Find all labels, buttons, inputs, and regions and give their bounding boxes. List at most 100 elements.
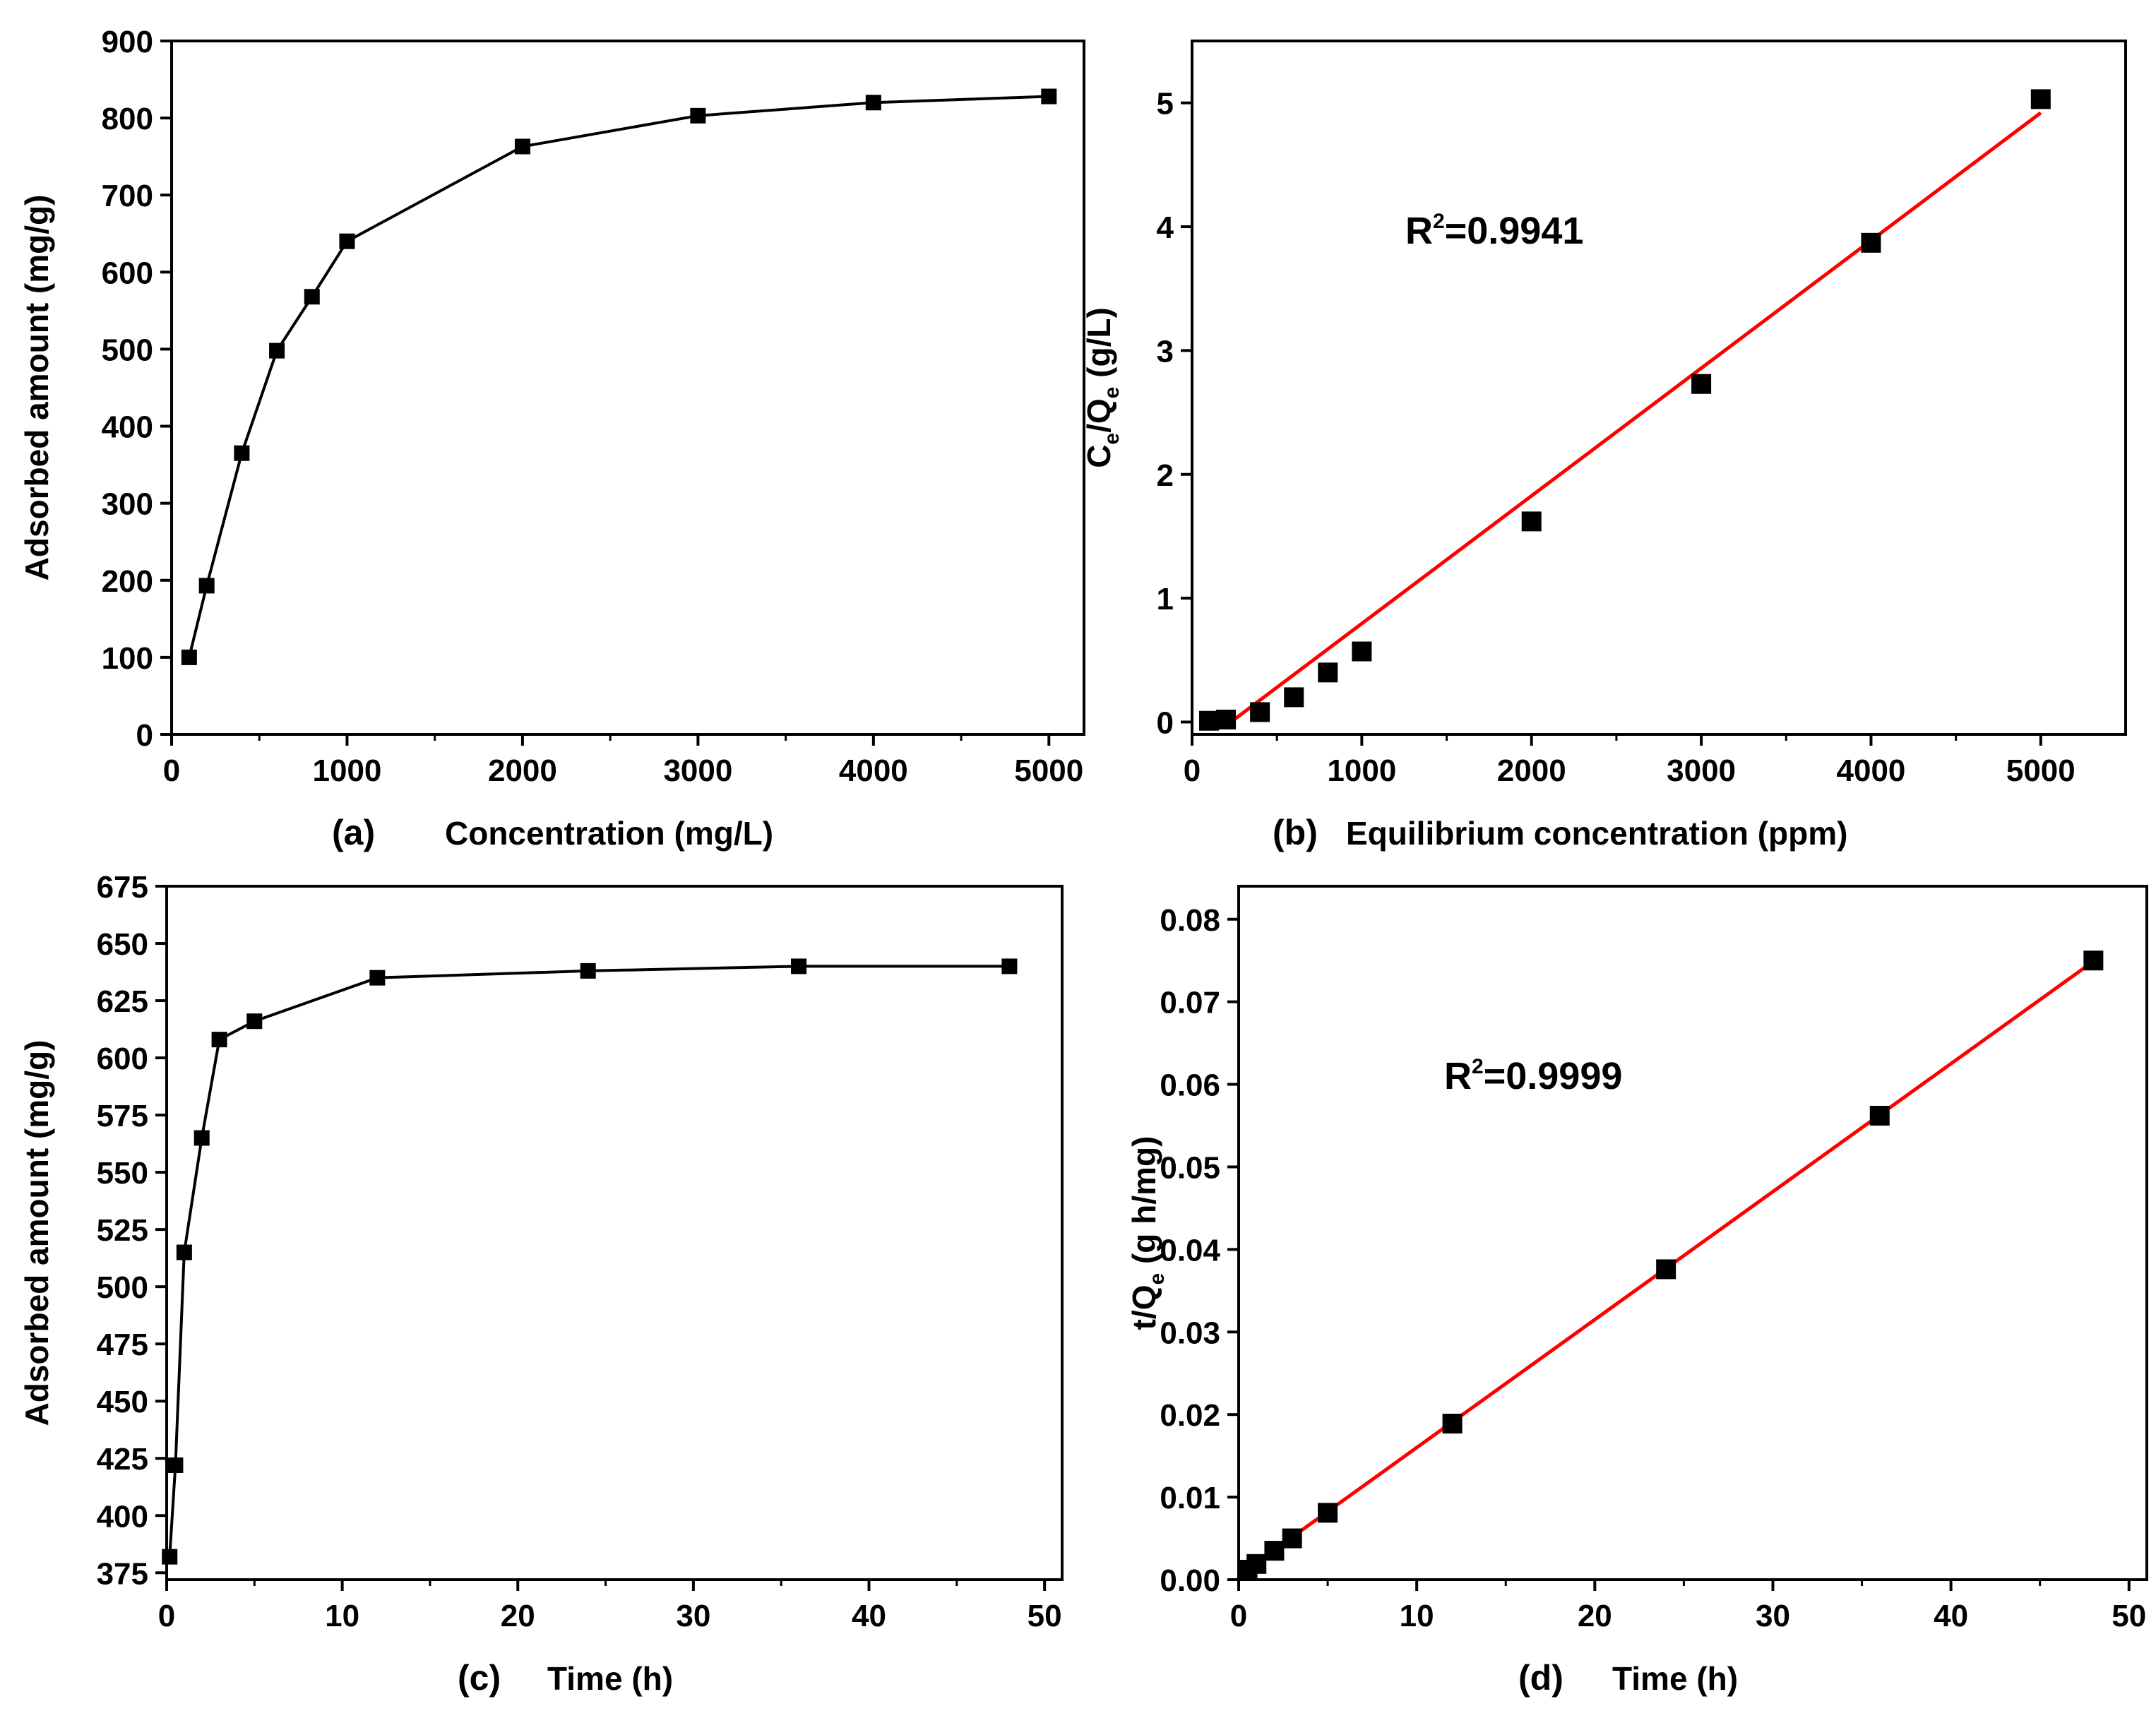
r-squared-annotation: R2=0.9941 [1405, 210, 1583, 252]
x-axis-label: Concentration (mg/L) [445, 815, 773, 852]
data-point [1352, 641, 1372, 662]
data-point [193, 1130, 210, 1146]
y-tick-label: 650 [97, 927, 148, 962]
y-tick-label: 0 [1157, 705, 1174, 740]
x-tick-label: 10 [1400, 1599, 1434, 1633]
data-point [580, 962, 596, 979]
y-tick-label: 400 [102, 410, 153, 445]
data-point [1656, 1259, 1676, 1280]
x-tick-label: 20 [1578, 1599, 1612, 1633]
y-tick-label: 0.02 [1160, 1398, 1220, 1433]
data-point [1318, 1503, 1338, 1523]
data-point [1216, 709, 1237, 729]
y-tick-label: 0.00 [1160, 1563, 1220, 1598]
x-tick-label: 2000 [488, 753, 557, 788]
subscript: e [1100, 387, 1124, 399]
data-point [369, 970, 386, 986]
plot-frame [1191, 40, 2127, 736]
x-tick-label: 20 [501, 1599, 535, 1633]
x-axis-label: Time (h) [1612, 1660, 1738, 1697]
series-line [168, 965, 1010, 1557]
label-part: /Q [1080, 398, 1117, 433]
panel-b: 0 1000 2000 3000 4000 5000 0 1 2 3 4 5 (b) Equilibriu… [1080, 40, 2127, 852]
data-point [167, 1457, 184, 1473]
x-tick-label: 30 [676, 1599, 710, 1633]
data-point [1318, 662, 1338, 683]
data-point [1001, 958, 1018, 974]
y-tick-label: 550 [97, 1156, 148, 1191]
y-tick-label: 5 [1157, 87, 1174, 121]
x-tick-label: 10 [325, 1599, 359, 1633]
x-tick-label: 1000 [1327, 753, 1396, 788]
panel-letter: (d) [1518, 1658, 1564, 1698]
label-part: t/Q [1126, 1284, 1162, 1330]
data-point [1199, 710, 1220, 731]
panel-letter: (b) [1273, 813, 1318, 852]
data-point [1282, 1528, 1302, 1549]
y-axis-label: Ce/Qe (g/L) [1080, 307, 1124, 468]
x-axis-label: Time (h) [547, 1660, 673, 1697]
x-tick-label: 5000 [2006, 753, 2075, 788]
fit-line [1225, 111, 2042, 727]
y-axis-label: t/Qe (g h/mg) [1126, 1136, 1169, 1330]
y-tick-label: 625 [97, 984, 148, 1019]
y-tick-label: 800 [102, 102, 153, 136]
data-point [162, 1549, 178, 1565]
data-point [791, 958, 807, 974]
y-tick-label: 500 [97, 1270, 148, 1305]
x-tick-label: 50 [1028, 1599, 1062, 1633]
y-tick-label: 300 [102, 487, 153, 522]
data-point [1250, 702, 1270, 722]
data-point [1869, 1105, 1890, 1126]
y-tick-label: 3 [1157, 334, 1174, 369]
label-part: (g/L) [1080, 307, 1117, 386]
y-tick-label: 200 [102, 564, 153, 599]
y-tick-label: 100 [102, 641, 153, 676]
data-point [1284, 687, 1304, 708]
r-squared-annotation: R2=0.9999 [1444, 1055, 1622, 1097]
annotation-part: R [1405, 210, 1433, 252]
data-point [690, 107, 706, 124]
x-tick-label: 3000 [663, 753, 732, 788]
plot-frame [170, 40, 1085, 736]
data-point [2083, 950, 2104, 971]
y-axis-label: Adsorbed amount (mg/g) [18, 195, 55, 581]
annotation-part: =0.9999 [1484, 1055, 1623, 1097]
superscript: 2 [1433, 210, 1445, 233]
y-tick-label: 2 [1157, 458, 1174, 493]
y-tick-label: 4 [1157, 210, 1174, 245]
x-tick-label: 30 [1756, 1599, 1790, 1633]
y-tick-label: 0.08 [1160, 903, 1220, 938]
data-point [2030, 89, 2051, 109]
data-point [246, 1013, 263, 1030]
panel-a: 0 1000 2000 3000 4000 5000 0 100 200 300 400 500 600… [18, 25, 1085, 852]
y-tick-label: 700 [102, 179, 153, 213]
x-tick-label: 0 [1184, 753, 1201, 788]
y-tick-label: 475 [97, 1328, 148, 1362]
data-point [234, 445, 250, 461]
panel-d: 0 10 20 30 40 50 0.00 0.01 0.02 0.03 0.04 0.05 0.06 0… [1126, 885, 2148, 1698]
data-point [1264, 1541, 1285, 1561]
annotation-part: R [1444, 1055, 1472, 1097]
y-tick-label: 1 [1157, 582, 1174, 616]
x-tick-label: 4000 [839, 753, 908, 788]
x-tick-label: 1000 [313, 753, 382, 788]
y-tick-label: 0.06 [1160, 1068, 1220, 1103]
y-axis-label: Adsorbed amount (mg/g) [18, 1040, 55, 1426]
y-tick-label: 425 [97, 1442, 148, 1477]
subscript: e [1145, 1273, 1169, 1285]
data-point [1691, 374, 1712, 394]
data-point [1861, 232, 1881, 253]
series-line [187, 95, 1049, 658]
label-part: (g h/mg) [1126, 1136, 1162, 1273]
panel-letter: (c) [458, 1658, 501, 1698]
y-tick-label: 600 [102, 256, 153, 290]
y-tick-label: 400 [97, 1499, 148, 1534]
data-point [865, 95, 881, 111]
y-tick-label: 450 [97, 1385, 148, 1419]
x-tick-label: 40 [1934, 1599, 1968, 1633]
x-tick-label: 50 [2112, 1599, 2146, 1633]
x-tick-label: 40 [852, 1599, 886, 1633]
x-tick-label: 0 [163, 753, 180, 788]
y-tick-label: 0.05 [1160, 1150, 1220, 1185]
